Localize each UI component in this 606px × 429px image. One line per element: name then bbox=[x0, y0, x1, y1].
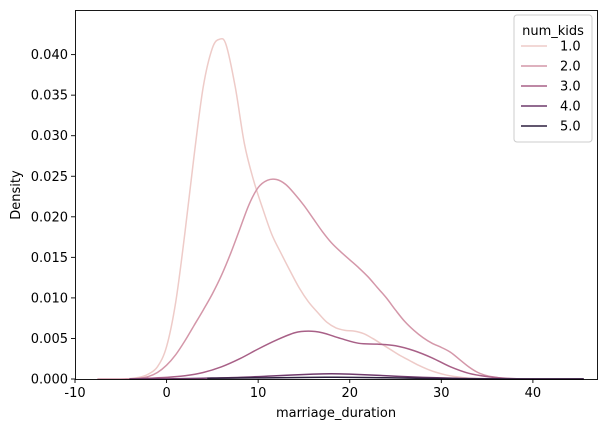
x-tick-label: 0 bbox=[162, 386, 170, 401]
legend-label-2.0: 2.0 bbox=[560, 60, 581, 75]
legend-label-3.0: 3.0 bbox=[560, 80, 581, 95]
x-tick-label: 40 bbox=[525, 386, 542, 401]
legend-label-1.0: 1.0 bbox=[560, 40, 581, 55]
x-tick-label: 30 bbox=[433, 386, 450, 401]
series-line-2.0 bbox=[97, 178, 585, 380]
x-tick-label: 10 bbox=[250, 386, 267, 401]
series-layer bbox=[97, 37, 585, 380]
series-line-1.0 bbox=[124, 37, 488, 380]
y-tick-label: 0.030 bbox=[31, 129, 68, 144]
y-tick-label: 0.040 bbox=[31, 48, 68, 63]
legend-label-4.0: 4.0 bbox=[560, 100, 581, 115]
y-tick-label: 0.005 bbox=[31, 332, 68, 347]
y-tick-label: 0.000 bbox=[31, 373, 68, 388]
y-tick-label: 0.020 bbox=[31, 210, 68, 225]
y-tick-label: 0.025 bbox=[31, 170, 68, 185]
x-tick-label: 20 bbox=[341, 386, 358, 401]
series-line-3.0 bbox=[129, 330, 585, 380]
legend-items: 1.0 2.0 3.0 4.0 5.0 bbox=[521, 40, 581, 135]
y-axis: 0.000 0.005 0.010 0.015 0.020 0.025 0.030 0.035… bbox=[31, 48, 75, 388]
legend-title: num_kids bbox=[522, 24, 584, 39]
x-axis: -10 0 10 20 30 40 bbox=[64, 379, 541, 401]
series-line-4.0 bbox=[129, 372, 585, 380]
x-tick-label: -10 bbox=[64, 386, 85, 401]
legend-label-5.0: 5.0 bbox=[560, 120, 581, 135]
y-tick-label: 0.035 bbox=[31, 89, 68, 104]
series-line-5.0 bbox=[207, 376, 585, 380]
x-axis-title: marriage_duration bbox=[276, 406, 396, 421]
y-tick-label: 0.015 bbox=[31, 251, 68, 266]
plot-frame bbox=[75, 10, 598, 380]
y-axis-title: Density bbox=[9, 170, 24, 220]
y-tick-label: 0.010 bbox=[31, 291, 68, 306]
legend: num_kids 1.0 2.0 3.0 4.0 5.0 bbox=[513, 14, 593, 143]
